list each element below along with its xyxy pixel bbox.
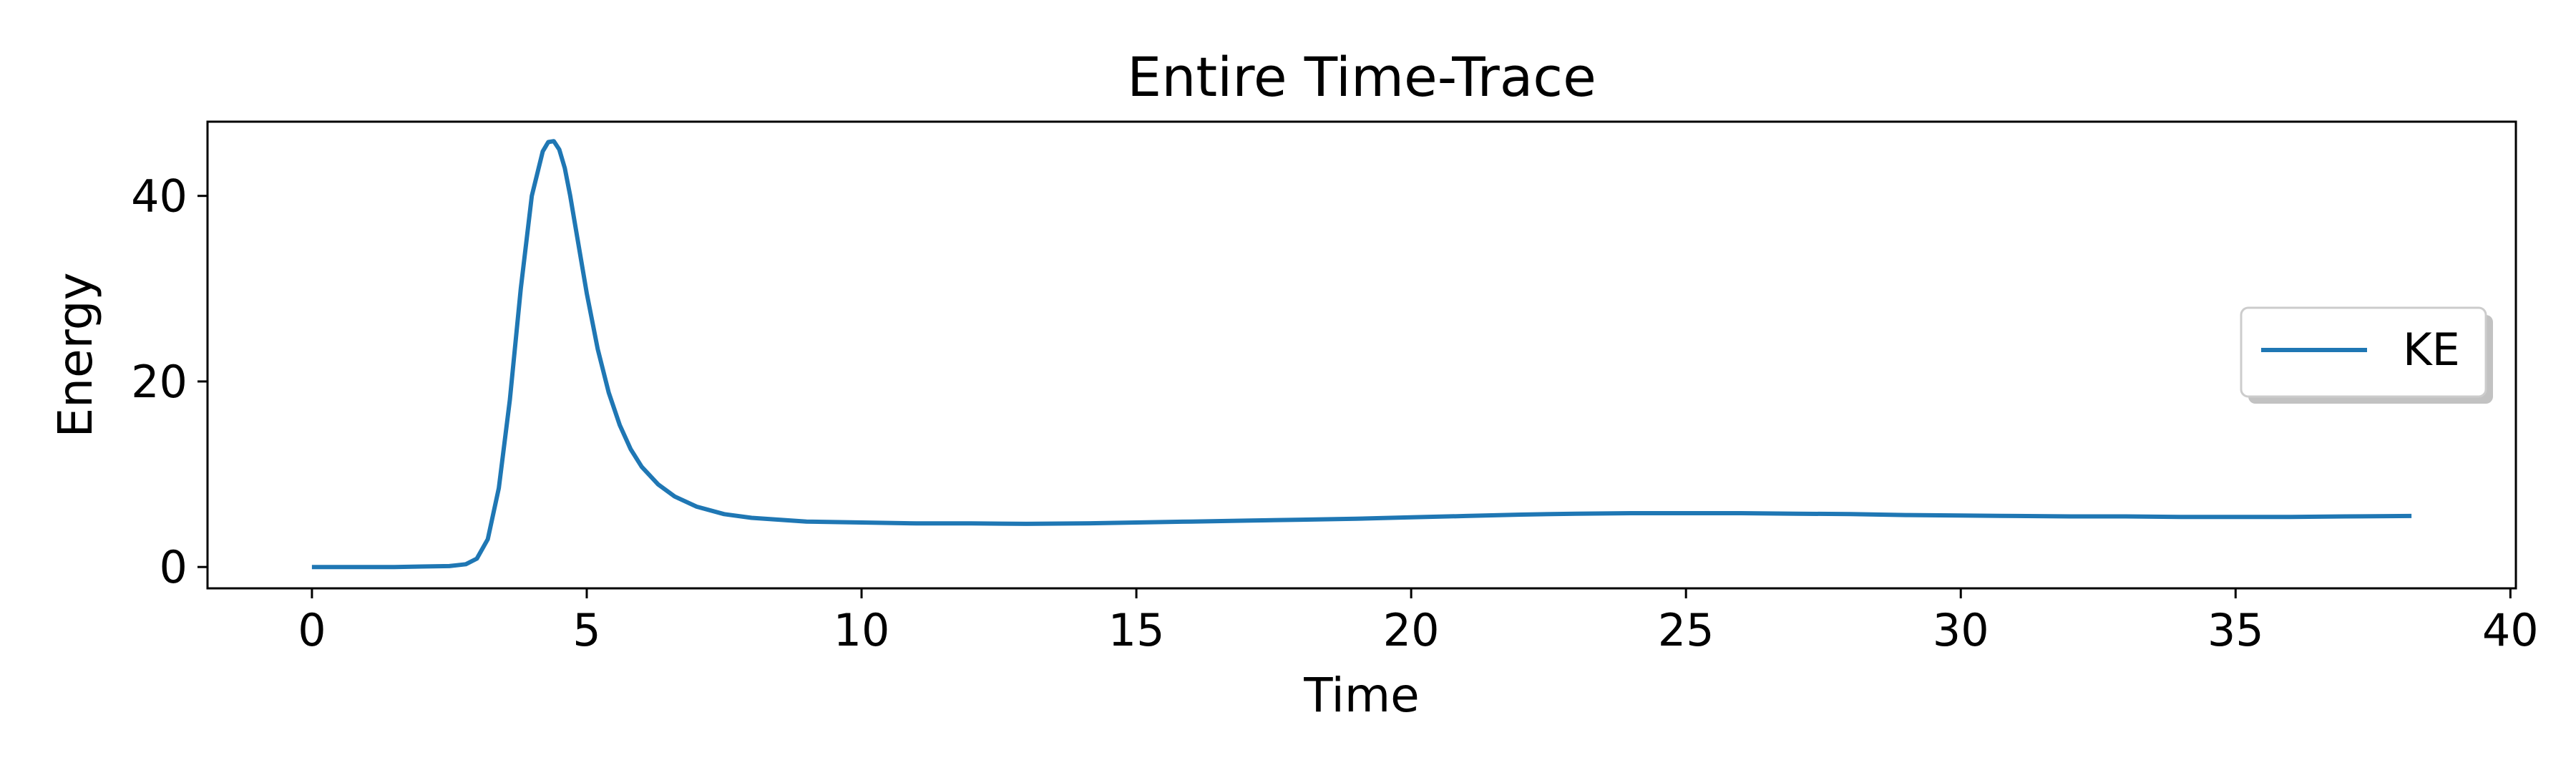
y-axis-ticks: 0 20 40 bbox=[131, 170, 208, 593]
chart-title: Entire Time-Trace bbox=[1127, 45, 1596, 109]
legend-label-ke: KE bbox=[2403, 324, 2460, 376]
x-tick-label: 25 bbox=[1658, 604, 1714, 656]
legend: KE bbox=[2240, 306, 2493, 404]
x-tick-label: 5 bbox=[572, 604, 600, 656]
series-line-ke bbox=[311, 139, 2412, 570]
plot-frame bbox=[206, 120, 2517, 590]
x-tick-label: 30 bbox=[1933, 604, 1989, 656]
x-tick-label: 10 bbox=[834, 604, 890, 656]
x-tick-label: 35 bbox=[2207, 604, 2264, 656]
y-axis-label: Energy bbox=[48, 272, 103, 437]
series-layer bbox=[311, 139, 2412, 570]
x-tick-label: 40 bbox=[2482, 604, 2539, 656]
y-tick-label: 20 bbox=[131, 356, 187, 408]
x-tick-label: 20 bbox=[1383, 604, 1440, 656]
x-axis-label: Time bbox=[1303, 668, 1420, 723]
x-axis-ticks: 0 5 10 15 20 25 30 35 40 bbox=[298, 588, 2539, 656]
x-tick-label: 15 bbox=[1108, 604, 1165, 656]
x-tick-label: 0 bbox=[298, 604, 326, 656]
y-tick-label: 0 bbox=[160, 541, 187, 593]
y-tick-label: 40 bbox=[131, 170, 187, 223]
